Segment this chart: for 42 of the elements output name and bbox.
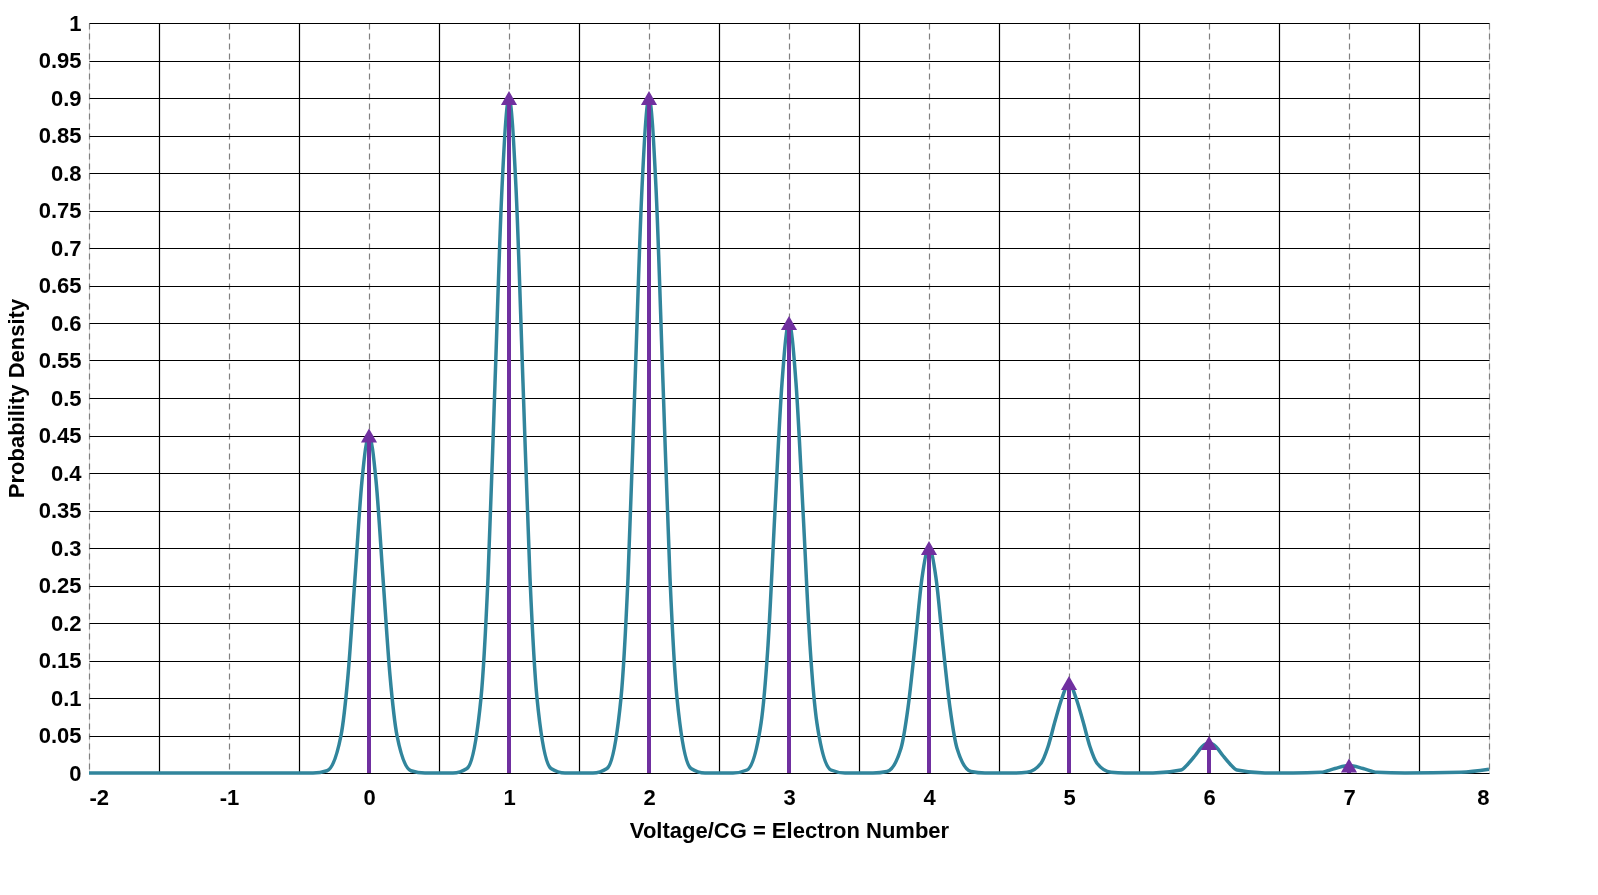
y-tick-label: 0.35 — [38, 498, 82, 523]
point — [920, 541, 938, 555]
point — [1060, 676, 1078, 690]
y-tick-label: 0.05 — [38, 723, 82, 748]
y-tick-label: 0.4 — [50, 460, 83, 486]
y-tick-label: 0.7 — [50, 235, 82, 261]
x-tick-label: -2 — [89, 784, 110, 810]
point — [1340, 758, 1358, 773]
x-axis-title: Voltage/CG = Electron Number — [629, 817, 950, 843]
y-tick-label: 0.1 — [50, 685, 82, 711]
y-tick-label: 0.65 — [38, 273, 82, 298]
y-tick-label: 1 — [69, 10, 82, 36]
y-tick-label: 0.55 — [38, 348, 82, 373]
x-tick-label: 4 — [923, 784, 937, 810]
x-tick-label: 6 — [1203, 784, 1216, 810]
y-tick-label: 0.9 — [50, 85, 82, 111]
y-tick-label: 0.15 — [38, 648, 82, 673]
point — [1200, 736, 1218, 750]
y-tick-label: 0.3 — [50, 535, 82, 561]
point — [780, 316, 798, 330]
x-tick-label: 1 — [503, 784, 516, 810]
y-tick-label: 0.45 — [38, 423, 82, 448]
y-axis-title: Probability Density — [3, 298, 29, 499]
x-tick-label: 7 — [1343, 784, 1356, 810]
y-tick-label: 0.2 — [50, 610, 82, 636]
y-tick-label: 0.8 — [50, 160, 82, 186]
y-tick-label: 0.75 — [38, 198, 82, 223]
y-tick-label: 0 — [69, 760, 82, 786]
y-tick-label: 0.85 — [38, 123, 82, 148]
y-tick-label: 0.6 — [50, 310, 82, 336]
y-tick-label: 0.95 — [38, 48, 82, 73]
y-tick-label: 0.25 — [38, 573, 82, 598]
x-tick-label: 8 — [1477, 784, 1490, 810]
x-tick-label: 2 — [643, 784, 656, 810]
point — [360, 428, 378, 443]
point — [640, 91, 658, 105]
point — [500, 91, 518, 105]
x-tick-label: 3 — [783, 784, 796, 810]
x-tick-label: 5 — [1063, 784, 1076, 810]
x-tick-label: -1 — [219, 784, 240, 810]
x-tick-label: 0 — [363, 784, 376, 810]
y-tick-label: 0.5 — [50, 385, 82, 411]
